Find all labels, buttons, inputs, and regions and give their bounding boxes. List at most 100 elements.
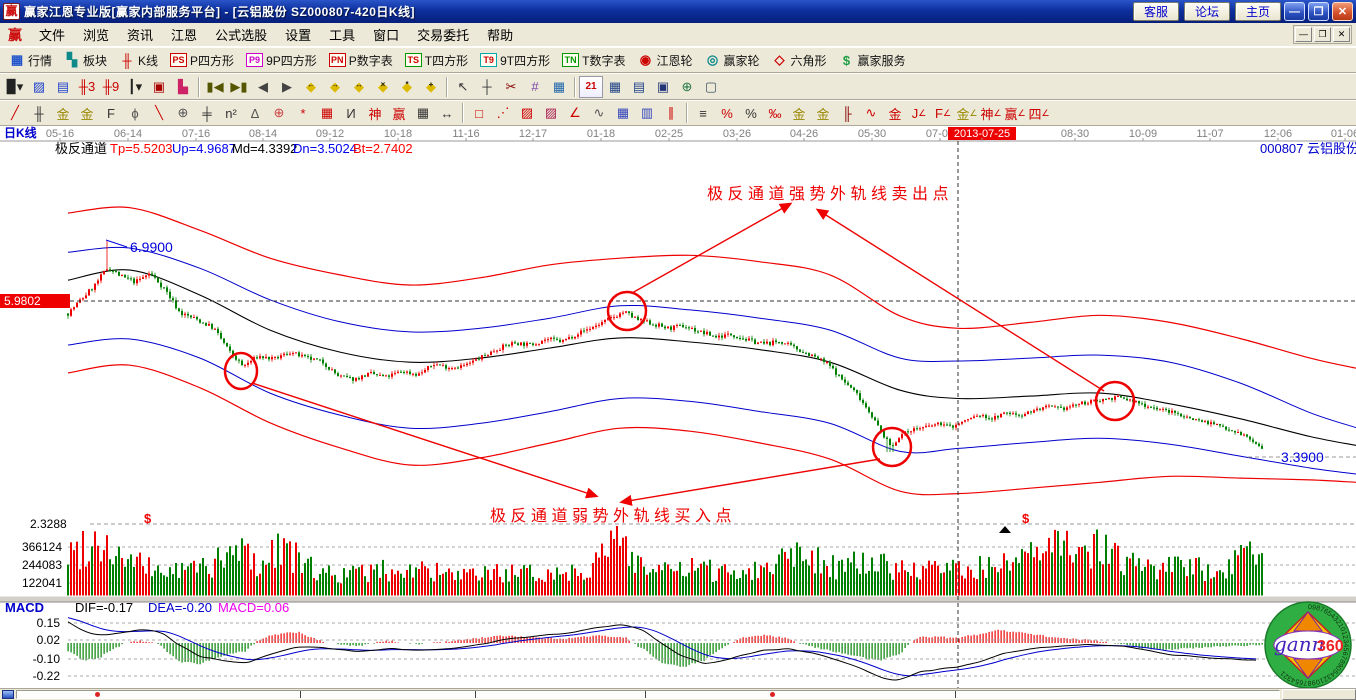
quote-tool-button[interactable]: И	[346, 105, 356, 121]
menu-item[interactable]: 设置	[285, 28, 312, 43]
menu-item[interactable]: 文件	[39, 28, 66, 43]
diamond-all-button[interactable]: ◆ *	[395, 76, 419, 98]
diamond-cross-button[interactable]: ◆ +	[419, 76, 443, 98]
mdi-restore-button[interactable]: ❐	[1314, 27, 1331, 42]
gold-lines-button[interactable]: 金	[816, 106, 830, 122]
winner-wheel-button[interactable]: ◎ 赢家轮	[698, 49, 765, 71]
pct-lines-button[interactable]: ‰	[768, 105, 782, 121]
circle-cross-button[interactable]: ⊕	[273, 105, 285, 120]
menu-item[interactable]: 工具	[329, 28, 356, 43]
bottom-scroll-strip[interactable]	[0, 688, 1356, 700]
nine-t-square-button[interactable]: T9 9T四方形	[474, 49, 556, 71]
circle-ruler-button[interactable]: ⊕	[177, 105, 189, 120]
spiral-tool-button[interactable]: ϕ	[131, 105, 139, 121]
win-grid-button[interactable]: 赢	[392, 106, 406, 122]
kline-period-dropdown-button[interactable]: ▉▾	[6, 78, 24, 94]
t-number-table-button[interactable]: TN T数字表	[556, 49, 631, 71]
chart-3-button[interactable]: ╫3	[78, 79, 96, 94]
measure-pen-button[interactable]: ╟	[842, 105, 852, 121]
j-angle-button[interactable]: J ∠	[911, 105, 927, 121]
scroll-left-icon[interactable]	[2, 690, 14, 699]
menu-item[interactable]: 窗口	[373, 28, 400, 43]
menu-item[interactable]: 公式选股	[215, 28, 268, 43]
calculator-button[interactable]: ▦	[608, 78, 622, 94]
sectors-button[interactable]: ▚ 板块	[58, 49, 113, 71]
color-histogram-button[interactable]: ▙	[178, 78, 188, 94]
grid-red-blue-button[interactable]: ▦	[616, 105, 630, 120]
quick-button-1[interactable]: 论坛	[1184, 2, 1230, 21]
cut-tool-button[interactable]: ✂	[505, 78, 517, 94]
pointer-tool-button[interactable]: ↖	[457, 78, 469, 94]
notepad-button[interactable]: ▤	[632, 78, 646, 94]
calendar-button[interactable]: 21	[579, 75, 603, 98]
t-square-button[interactable]: TS T四方形	[399, 49, 474, 71]
quotes-button[interactable]: ▦ 行情	[3, 49, 58, 71]
quick-button-0[interactable]: 客服	[1133, 2, 1179, 21]
diamond-right-button[interactable]: ◆ →	[323, 76, 347, 98]
menu-item[interactable]: 浏览	[83, 28, 110, 43]
gold-lines-2-button[interactable]: 金	[888, 106, 902, 122]
god-grid-button[interactable]: 神	[368, 106, 382, 122]
web-grid-button[interactable]: ▦	[320, 105, 334, 120]
span-arrows-button[interactable]: ↔	[440, 105, 454, 121]
last-page-button[interactable]: ▶▮	[230, 78, 248, 94]
pattern-tool-button[interactable]: ▦	[552, 78, 566, 94]
chart-9-button[interactable]: ╫9	[102, 79, 120, 94]
grid-ruler-button[interactable]: ╪	[202, 105, 212, 121]
menu-item[interactable]: 江恩	[171, 28, 198, 43]
prev-page-button[interactable]: ◀	[258, 78, 268, 94]
pct-tool-button[interactable]: %	[745, 105, 757, 121]
fan-lines-button[interactable]: ⋰	[496, 105, 510, 120]
wave-line-button[interactable]: ∿	[593, 105, 605, 120]
n-square-button[interactable]: n²	[225, 105, 237, 121]
close-button[interactable]: ✕	[1332, 2, 1353, 21]
scroll-track[interactable]	[16, 690, 1280, 699]
draw-pen-2-button[interactable]: ╲	[155, 105, 163, 120]
net-tool-button[interactable]: #	[531, 79, 539, 94]
num-grid-button[interactable]: ▦	[416, 105, 430, 120]
menu-item[interactable]: 交易委托	[417, 28, 470, 43]
hexagon-button[interactable]: ◇ 六角形	[766, 49, 833, 71]
grid-red-blue-2-button[interactable]: ▥	[640, 105, 654, 120]
diamond-expand-button[interactable]: ◆ ↔	[347, 76, 371, 98]
nine-p-square-button[interactable]: P9 9P四方形	[240, 49, 323, 71]
mdi-close-button[interactable]: ✕	[1333, 27, 1350, 42]
menu-item[interactable]: 资讯	[127, 28, 154, 43]
god-angle-button[interactable]: 神 ∠	[980, 106, 1002, 122]
winner-service-button[interactable]: $ 赢家服务	[833, 49, 912, 71]
wave-gold-button[interactable]: ∿	[865, 105, 877, 120]
crosshair-tool-button[interactable]: ┼	[482, 79, 492, 94]
next-page-button[interactable]: ▶	[282, 78, 292, 94]
mirror-angle-button[interactable]: ∆	[251, 105, 259, 121]
web-globe-button[interactable]: ⊕	[681, 78, 693, 94]
gann-wheel-button[interactable]: ◉ 江恩轮	[631, 49, 698, 71]
hatch-box-button[interactable]: ▨	[544, 105, 558, 120]
draw-pen-button[interactable]: ╱	[11, 105, 19, 120]
f-ruler-button[interactable]: F	[107, 105, 115, 121]
box-select-button[interactable]: □	[475, 105, 483, 121]
gold-grid-1-button[interactable]: 金	[56, 106, 70, 122]
chart-window-button[interactable]: ▨	[32, 78, 46, 94]
candle-style-dropdown-button[interactable]: ┃▾	[127, 78, 143, 94]
p-square-button[interactable]: PS P四方形	[164, 49, 240, 71]
computer-button[interactable]: ▢	[704, 78, 718, 94]
diamond-left-button[interactable]: ◆ ←	[299, 76, 323, 98]
restore-button[interactable]: ❐	[1308, 2, 1329, 21]
p-number-table-button[interactable]: PN P数字表	[323, 49, 399, 71]
gann-ruler-button[interactable]: ╫	[34, 105, 44, 121]
angle-line-button[interactable]: ∠	[569, 105, 581, 120]
star-web-button[interactable]: *	[300, 105, 306, 121]
bar-ruler-button[interactable]: ≡	[699, 105, 707, 121]
quote-page-button[interactable]: ▤	[56, 78, 70, 94]
kline-boxed-button[interactable]: ▣	[152, 78, 166, 94]
gold-grid-2-button[interactable]: 金	[80, 106, 94, 122]
kline-button[interactable]: ╫ K线	[113, 49, 164, 71]
save-button[interactable]: ▣	[656, 78, 670, 94]
win-angle-button[interactable]: 赢 ∠	[1004, 106, 1026, 122]
mdi-minimize-button[interactable]: —	[1295, 27, 1312, 42]
fan-box-button[interactable]: ▨	[520, 105, 534, 120]
gold-circle-button[interactable]: 金	[792, 106, 806, 122]
chart-area[interactable]: 05-16 06-14 07-16 08-14 09-12 10-18 11-16 12-17…	[0, 126, 1356, 688]
parallel-lines-button[interactable]: ∥	[667, 105, 675, 120]
scroll-right-cap[interactable]	[1282, 689, 1356, 700]
